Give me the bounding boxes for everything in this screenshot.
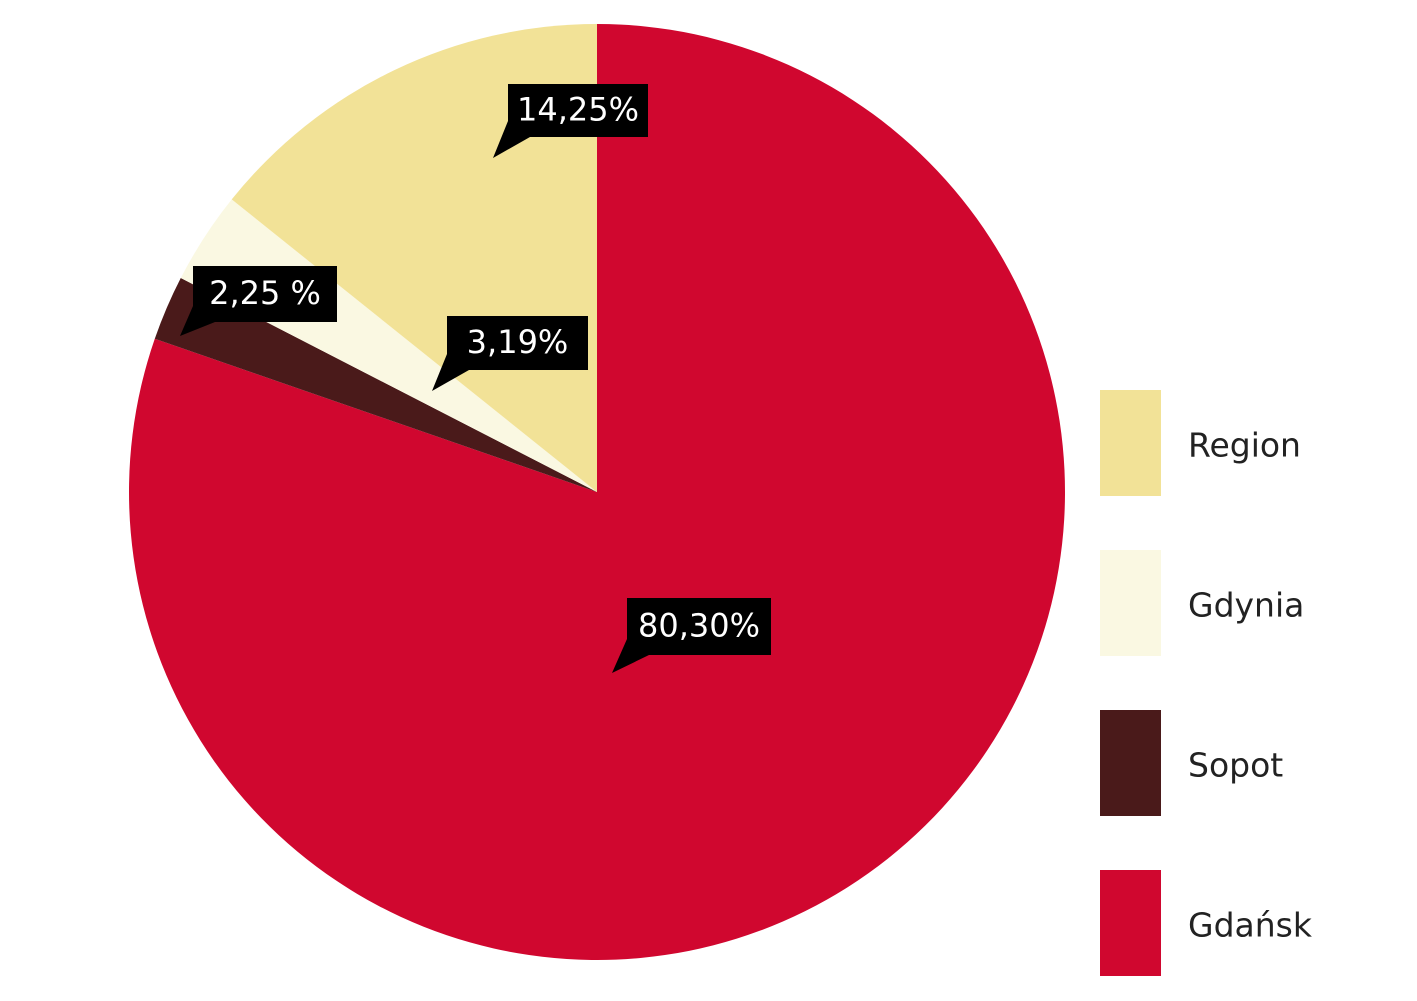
pie-slice <box>154 278 598 492</box>
data-label: 3,19% <box>467 323 569 361</box>
legend-swatch <box>1100 550 1161 656</box>
label-callout <box>180 266 337 336</box>
legend-swatch <box>1100 710 1161 816</box>
legend-label: Region <box>1188 426 1301 465</box>
data-label: 14,25% <box>517 91 639 129</box>
legend-label: Gdańsk <box>1188 906 1313 945</box>
legend-label: Sopot <box>1188 746 1283 785</box>
data-label: 2,25 % <box>209 274 321 312</box>
legend-swatch <box>1100 870 1161 976</box>
label-callout <box>493 84 648 158</box>
legend-label: Gdynia <box>1188 586 1304 625</box>
label-callout <box>612 598 771 673</box>
legend-swatch <box>1100 390 1161 496</box>
label-callout <box>432 316 588 391</box>
data-label: 80,30% <box>638 607 760 645</box>
